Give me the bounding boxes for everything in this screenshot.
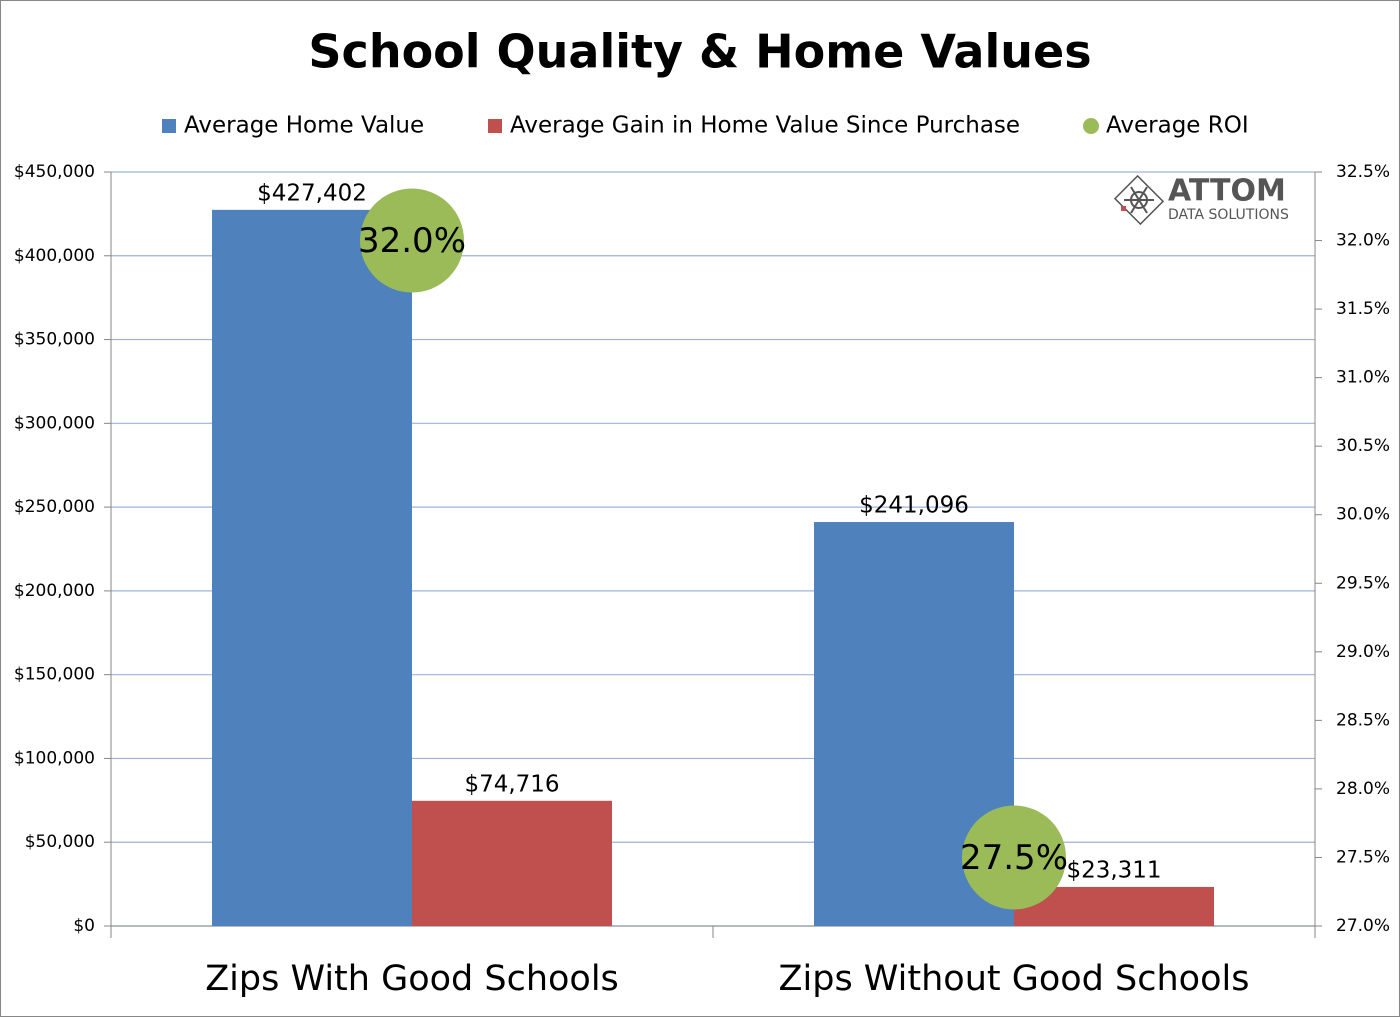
data-label: $427,402 — [257, 180, 367, 206]
data-label: $23,311 — [1066, 857, 1161, 883]
x-tick-label: Zips Without Good Schools — [779, 959, 1250, 999]
legend-swatch — [488, 119, 502, 133]
y-tick-label: $450,000 — [14, 162, 95, 182]
y2-tick-label: 27.0% — [1336, 916, 1390, 936]
data-label: $241,096 — [859, 493, 969, 519]
y-tick-label: $200,000 — [14, 581, 95, 601]
y-tick-label: $50,000 — [25, 832, 95, 852]
y2-tick-label: 28.5% — [1336, 710, 1390, 730]
y2-tick-label: 31.5% — [1336, 299, 1390, 319]
logo-icon — [1113, 174, 1165, 226]
y2-tick-label: 32.5% — [1336, 162, 1390, 182]
roi-marker — [360, 188, 464, 293]
bar — [412, 800, 612, 926]
y-tick-label: $350,000 — [14, 330, 95, 350]
x-tick-label: Zips With Good Schools — [205, 959, 619, 999]
y2-tick-label: 30.5% — [1336, 436, 1390, 456]
legend-label: Average Home Value — [184, 113, 424, 139]
y2-tick-label: 29.0% — [1336, 642, 1390, 662]
legend-label: Average ROI — [1106, 113, 1249, 139]
legend-label: Average Gain in Home Value Since Purchas… — [510, 113, 1020, 139]
y2-tick-label: 32.0% — [1336, 231, 1390, 251]
data-label: $74,716 — [464, 771, 559, 797]
data-label: 27.5% — [960, 838, 1068, 878]
y2-tick-label: 30.0% — [1336, 505, 1390, 525]
y2-tick-label: 31.0% — [1336, 368, 1390, 388]
legend-swatch — [1083, 118, 1099, 134]
bar — [212, 209, 412, 926]
y-tick-label: $250,000 — [14, 497, 95, 517]
y2-tick-label: 27.5% — [1336, 847, 1390, 867]
y2-tick-label: 29.5% — [1336, 573, 1390, 593]
y-tick-label: $150,000 — [14, 665, 95, 685]
legend-swatch — [162, 119, 176, 133]
y-tick-label: $300,000 — [14, 413, 95, 433]
y-tick-label: $400,000 — [14, 246, 95, 266]
logo-name: ATTOM — [1168, 174, 1286, 209]
logo-tagline: DATA SOLUTIONS — [1168, 207, 1289, 223]
y-tick-label: $0 — [73, 916, 95, 936]
y2-tick-label: 28.0% — [1336, 779, 1390, 799]
logo-dot — [1121, 206, 1126, 211]
logo: ATTOM DATA SOLUTIONS — [1113, 174, 1289, 226]
roi-marker — [962, 805, 1066, 910]
data-label: 32.0% — [358, 221, 466, 261]
y-tick-label: $100,000 — [14, 748, 95, 768]
chart-title: School Quality & Home Values — [308, 25, 1091, 79]
